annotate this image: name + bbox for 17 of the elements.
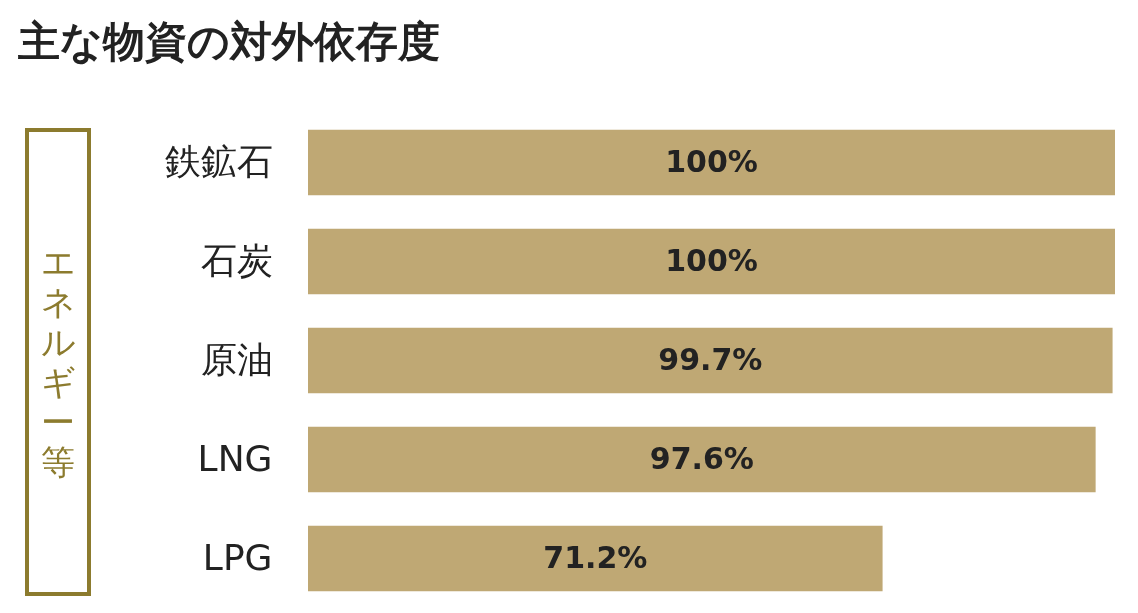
data-label: 100% [665,143,758,179]
bar [308,525,883,592]
y-tick-label: LPG [202,536,273,578]
bar [308,327,1113,394]
data-label: 71.2% [543,539,648,575]
bar [308,129,1115,196]
bar [308,228,1115,295]
chart-title: 主な物資の対外依存度 [17,17,440,66]
y-tick-label: 鉄鉱石 [164,140,273,182]
y-tick-label: 原油 [200,338,273,380]
y-tick-label: 石炭 [200,239,273,281]
data-label: 99.7% [658,341,763,377]
data-label: 100% [665,242,758,278]
bar [308,426,1096,493]
text: エネルギー等 [40,242,76,482]
y-tick-label: LNG [197,437,273,479]
data-label: 97.6% [649,440,754,476]
